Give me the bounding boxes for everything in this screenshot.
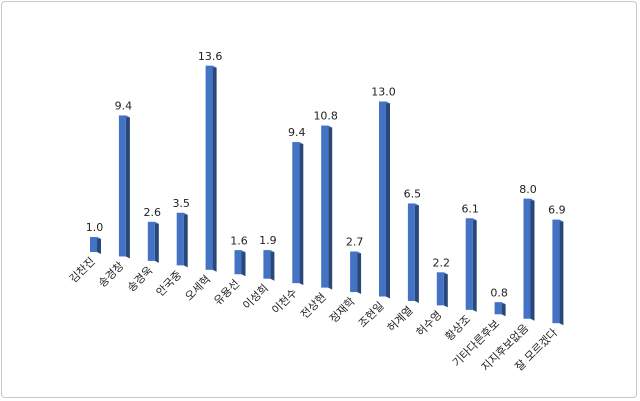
value-label-15: 8.0: [519, 183, 537, 196]
value-label-4: 13.6: [198, 50, 223, 63]
category-label-4: 오세혁: [183, 273, 214, 304]
bar-4: [205, 65, 213, 270]
bar-12: [436, 272, 444, 306]
bar-1: [118, 115, 126, 257]
bar-side-8: [328, 125, 333, 290]
bar-15: [523, 198, 531, 319]
category-label-11: 허계열: [385, 304, 416, 335]
category-label-7: 이천수: [269, 285, 300, 316]
value-label-3: 3.5: [172, 197, 190, 210]
bar-6: [263, 250, 271, 279]
bar-side-5: [241, 250, 246, 277]
category-label-2: 송경욱: [125, 264, 156, 295]
value-label-5: 1.6: [230, 234, 248, 247]
bar-14: [494, 302, 502, 315]
bar-10: [379, 101, 386, 297]
bar-side-14: [501, 302, 506, 317]
category-label-8: 전상현: [298, 291, 329, 322]
value-label-11: 6.5: [404, 187, 422, 200]
value-label-0: 1.0: [86, 221, 104, 234]
category-label-12: 허수영: [414, 308, 445, 339]
bar-2: [147, 221, 155, 261]
value-label-8: 10.8: [313, 110, 338, 123]
bar-side-12: [443, 272, 448, 308]
bar-11: [407, 203, 415, 301]
value-label-16: 6.9: [548, 204, 566, 217]
bar-side-4: [212, 65, 217, 272]
bar-8: [321, 125, 329, 288]
bar-side-9: [357, 251, 362, 295]
value-label-7: 9.4: [288, 126, 306, 139]
bar-5: [234, 250, 242, 275]
bar-7: [292, 142, 300, 284]
bar-13: [465, 218, 473, 310]
category-label-1: 송경창: [96, 259, 127, 290]
value-label-6: 1.9: [259, 234, 277, 247]
category-label-13: 황상조: [443, 313, 474, 344]
value-label-12: 2.2: [433, 256, 451, 269]
bar-side-6: [270, 250, 275, 281]
bar-side-13: [472, 218, 477, 312]
value-label-10: 13.0: [371, 86, 396, 99]
bar-side-10: [386, 101, 390, 299]
category-label-10: 조현일: [355, 299, 386, 330]
bar-9: [350, 251, 358, 293]
category-label-3: 안국중: [154, 268, 185, 299]
bar-0: [90, 237, 97, 252]
bar-side-15: [530, 198, 535, 321]
bar-side-11: [414, 203, 419, 303]
value-label-2: 2.6: [144, 206, 162, 219]
bar-side-1: [125, 115, 130, 259]
bar-side-3: [183, 212, 188, 268]
bar-side-7: [299, 142, 304, 286]
value-label-9: 2.7: [346, 236, 364, 249]
bar-16: [552, 219, 560, 324]
bar-side-2: [154, 221, 159, 263]
value-label-14: 0.8: [490, 286, 508, 299]
bar-side-0: [97, 237, 101, 254]
category-label-6: 이성희: [240, 282, 271, 313]
bar-side-16: [559, 219, 564, 326]
bar-3: [176, 212, 184, 266]
category-label-0: 김찬진: [66, 254, 97, 285]
value-label-13: 6.1: [461, 202, 479, 215]
value-label-1: 9.4: [115, 99, 133, 112]
category-label-5: 유용선: [211, 277, 242, 308]
category-label-9: 정재학: [327, 295, 358, 326]
